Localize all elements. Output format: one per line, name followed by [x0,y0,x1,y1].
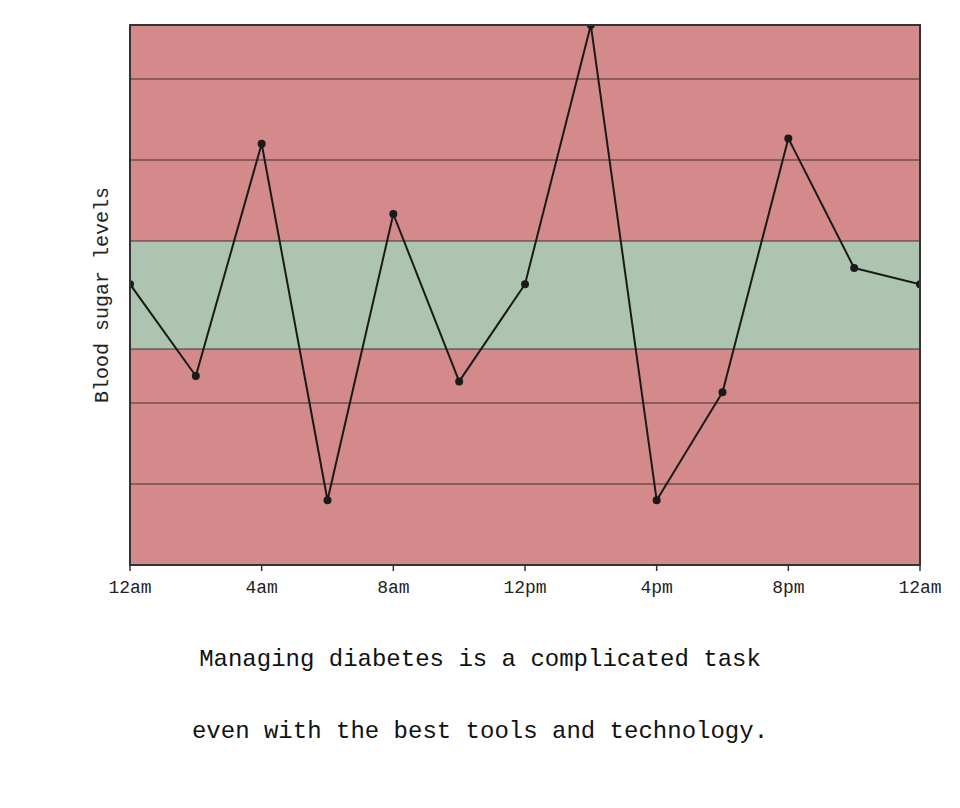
x-tick [919,565,921,571]
x-tick [788,565,790,571]
x-tick-label: 8am [377,578,409,598]
x-tick [261,565,263,571]
point [719,388,727,396]
x-tick-label: 12am [898,578,941,598]
point [258,140,266,148]
point [389,210,397,218]
grid-line [130,159,920,160]
line [130,25,920,500]
x-tick [393,565,395,571]
plot-frame [130,25,920,565]
point [653,496,661,504]
grid-line [130,78,920,79]
caption: even with the best tools and technology. [192,718,768,745]
chart: 12am 4am 8am 12pm 4pm 8pm 12am Blood sugar leve… [0,0,960,808]
grid-line [130,402,920,403]
point [521,280,529,288]
grid-line [130,483,920,484]
x-tick-label: 12am [108,578,151,598]
x-tick [524,565,526,571]
plot-background [130,25,920,565]
x-tick [129,565,131,571]
normal-band [130,241,920,349]
plot-area [130,25,920,504]
point [455,377,463,385]
point [784,134,792,142]
point [850,264,858,272]
point [324,496,332,504]
caption: Managing diabetes is a complicated task [199,646,761,673]
x-tick [656,565,658,571]
x-tick-label: 4am [245,578,277,598]
point [192,372,200,380]
x-tick-label: 8pm [772,578,804,598]
grid-line [130,348,920,349]
y-axis-label: Blood sugar levels [91,187,114,403]
x-tick-label: 12pm [503,578,546,598]
x-tick-label: 4pm [640,578,672,598]
grid-line [130,240,920,241]
